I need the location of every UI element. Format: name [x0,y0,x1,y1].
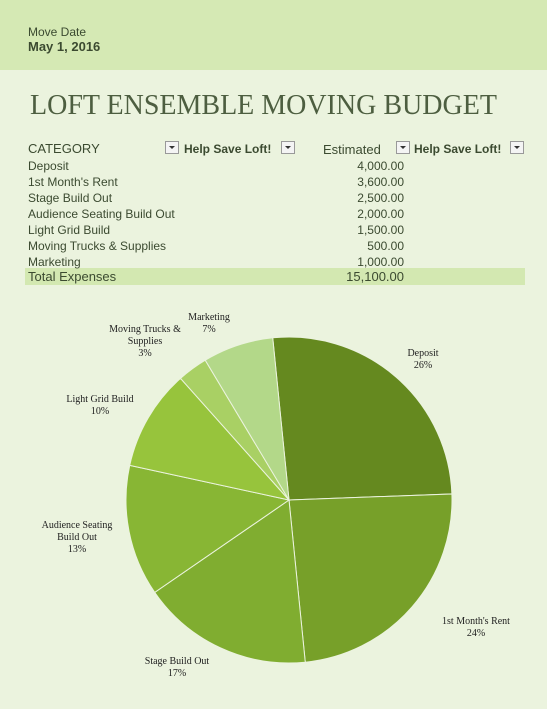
slice-percent: 17% [167,668,187,679]
estimate-cell: 4,000.00 [357,159,404,173]
total-label: Total Expenses [28,269,117,284]
slice-label: Marketing 7% [154,312,264,336]
pie-slice [129,377,291,501]
column-header: Help Save Loft! [184,142,272,156]
filter-button[interactable] [281,141,295,154]
total-band [25,268,525,285]
category-cell: Audience Seating Build Out [28,207,175,221]
slice-category: Deposit [407,348,439,359]
slice-label: Light Grid Build 10% [45,394,155,418]
estimate-cell: 1,000.00 [357,255,404,269]
pie-slice [125,464,291,594]
slice-label: Moving Trucks & Supplies 3% [90,324,200,360]
move-date-label: Move Date [28,25,87,39]
category-cell: Marketing [28,255,81,269]
estimate-cell: 2,500.00 [357,191,404,205]
filter-button[interactable] [510,141,524,154]
table-row: Marketing 1,000.00 [28,254,404,270]
slice-percent: 3% [138,348,152,359]
column-header: CATEGORY [28,141,100,156]
header-band [0,0,547,70]
category-cell: 1st Month's Rent [28,175,118,189]
title: LOFT ENSEMBLE MOVING BUDGET [30,90,497,121]
estimate-cell: 3,600.00 [357,175,404,189]
column-header: Estimated [323,142,381,157]
table-row: Deposit 4,000.00 [28,158,404,174]
category-cell: Deposit [28,159,69,173]
estimate-cell: 500.00 [367,239,404,253]
slice-percent: 10% [90,406,110,417]
filter-button[interactable] [165,141,179,154]
slice-category: Marketing [188,312,230,323]
table-row: Light Grid Build 1,500.00 [28,222,404,238]
pie-slice [154,499,306,664]
table-row: Moving Trucks & Supplies 500.00 [28,238,404,254]
filter-button[interactable] [396,141,410,154]
pie-slice [272,336,453,501]
slice-category: Audience Seating Build Out [41,520,113,543]
slice-percent: 7% [202,324,216,335]
slice-label: Deposit 26% [368,348,478,372]
slice-label: 1st Month's Rent 24% [421,616,531,640]
category-cell: Stage Build Out [28,191,113,205]
pie-slice [288,493,453,663]
column-header: Help Save Loft! [414,142,502,156]
slice-percent: 13% [67,544,87,555]
estimate-cell: 2,000.00 [357,207,404,221]
category-cell: Moving Trucks & Supplies [28,239,167,253]
total-value: 15,100.00 [346,269,404,284]
slice-percent: 26% [413,360,433,371]
table-row: Stage Build Out 2,500.00 [28,190,404,206]
slice-category: Light Grid Build [66,394,134,405]
table-row: 1st Month's Rent 3,600.00 [28,174,404,190]
category-cell: Light Grid Build [28,223,111,237]
slice-label: Audience Seating Build Out 13% [22,520,132,556]
slice-category: 1st Month's Rent [442,616,510,627]
slice-category: Moving Trucks & Supplies [109,324,181,347]
total-row: Total Expenses 15,100.00 [28,269,404,285]
slice-label: Stage Build Out 17% [122,656,232,680]
table-row: Audience Seating Build Out 2,000.00 [28,206,404,222]
pie-slice [204,337,290,501]
slice-percent: 24% [466,628,486,639]
slice-category: Stage Build Out [144,656,210,667]
move-date: May 1, 2016 [28,39,101,54]
estimate-cell: 1,500.00 [357,223,404,237]
